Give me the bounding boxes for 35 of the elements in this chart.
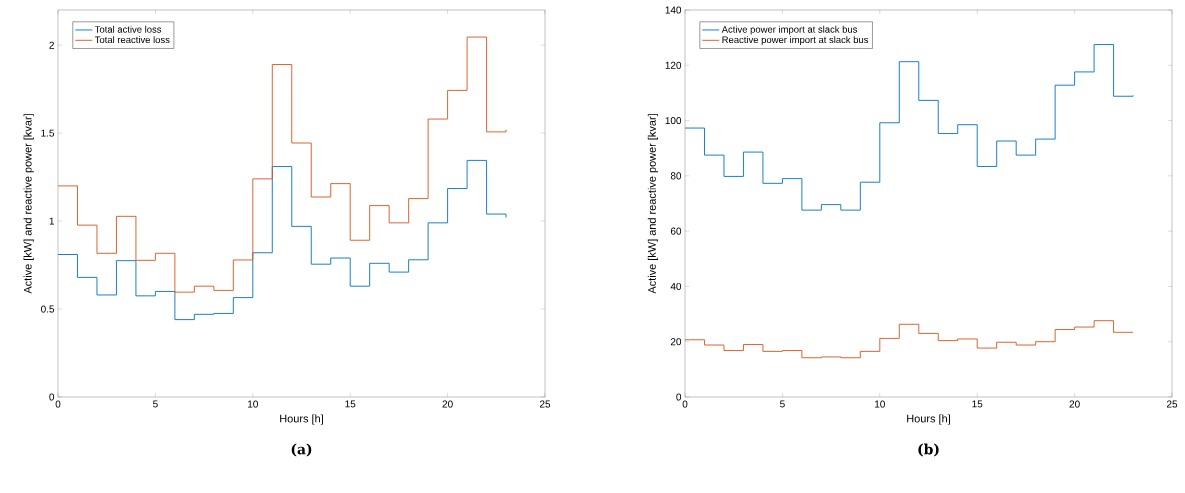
y-tick-label: 60: [670, 227, 682, 235]
x-axis-title: Hours [h]: [907, 414, 950, 425]
x-tick-label: 10: [875, 400, 885, 408]
x-tick-label: 0: [55, 400, 61, 408]
x-tick-label: 20: [1069, 400, 1080, 408]
x-tick-label: 15: [345, 400, 356, 408]
legend-label: Total reactive loss: [94, 36, 170, 44]
legend-label: Total active loss: [94, 25, 162, 33]
x-tick-label: 5: [153, 400, 158, 408]
x-tick-label: 10: [248, 400, 258, 408]
legend-label: Reactive power import at slack bus: [722, 36, 869, 45]
y-tick-label: 100: [665, 117, 682, 125]
y-tick-label: 1: [49, 217, 54, 225]
x-tick-label: 25: [1166, 400, 1178, 408]
legend-label: Active power import at slack bus: [721, 25, 858, 35]
y-tick-label: 0.5: [41, 305, 55, 313]
y-tick-label: 40: [670, 282, 682, 290]
y-tick-label: 140: [665, 6, 682, 14]
x-tick-label: 0: [682, 400, 688, 408]
y-tick-label: 80: [670, 172, 682, 180]
y-tick-label: 2: [49, 41, 54, 49]
x-tick-label: 5: [780, 400, 785, 408]
x-tick-label: 25: [539, 400, 551, 408]
y-axis-title: Active [kW] and reactive power [kvar]: [23, 114, 34, 294]
y-axis-title: Active [kW] and reactive power [kvar]: [647, 114, 659, 294]
x-tick-label: 15: [972, 400, 983, 408]
text: (b): [918, 443, 939, 457]
x-tick-label: 20: [442, 400, 453, 408]
x-axis-title: Hours [h]: [280, 414, 323, 425]
y-tick-label: 20: [670, 338, 682, 346]
y-tick-label: 0: [676, 393, 682, 401]
y-tick-label: 0: [49, 393, 55, 401]
y-tick-label: 120: [665, 61, 682, 69]
text: (a): [291, 443, 312, 457]
y-tick-label: 1.5: [41, 129, 55, 137]
